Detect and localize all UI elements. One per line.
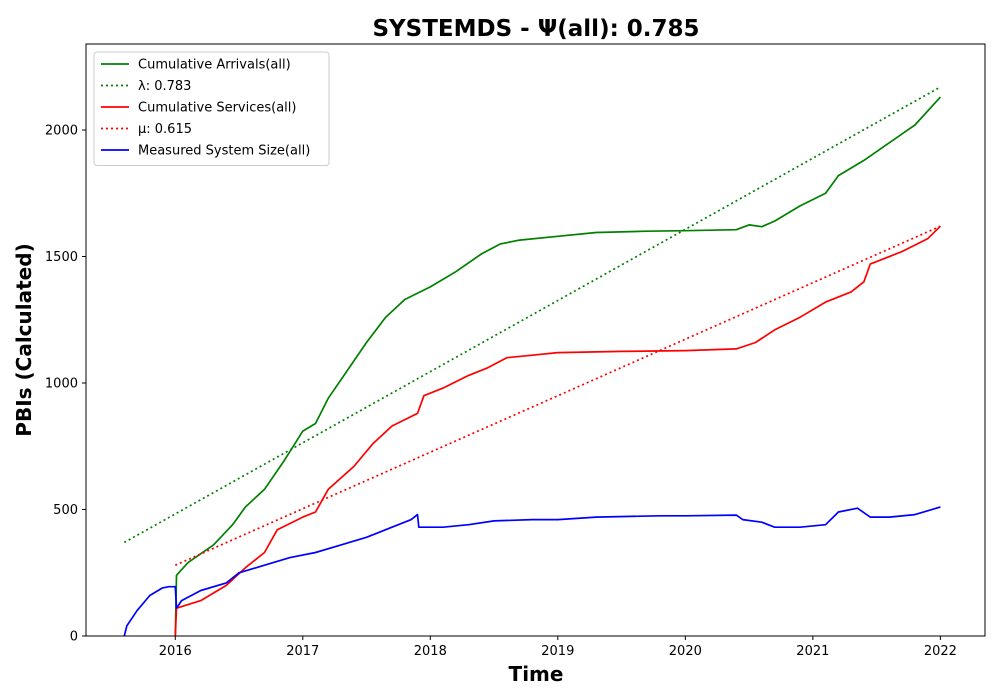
y-tick-label: 2000	[45, 124, 78, 139]
legend-entry: μ: 0.615	[138, 122, 192, 137]
x-tick-label: 2019	[541, 644, 574, 659]
x-tick-label: 2016	[159, 644, 192, 659]
y-tick-label: 1000	[45, 377, 78, 392]
legend-entry: Cumulative Arrivals(all)	[138, 58, 291, 73]
y-tick-label: 500	[53, 503, 78, 518]
x-tick-label: 2018	[414, 644, 447, 659]
x-tick-label: 2021	[796, 644, 829, 659]
y-tick-label: 1500	[45, 250, 78, 265]
x-axis-label: Time	[509, 662, 564, 686]
x-tick-label: 2017	[286, 644, 319, 659]
chart-title: SYSTEMDS - Ψ(all): 0.785	[372, 16, 699, 42]
y-axis-label: PBIs (Calculated)	[12, 243, 36, 436]
x-tick-label: 2020	[669, 644, 702, 659]
y-tick-label: 0	[70, 630, 78, 645]
legend: Cumulative Arrivals(all) λ: 0.783 Cumulati…	[94, 52, 329, 166]
legend-entry: Cumulative Services(all)	[138, 101, 296, 116]
legend-entry: λ: 0.783	[138, 79, 191, 94]
legend-entry: Measured System Size(all)	[138, 144, 310, 159]
x-tick-label: 2022	[924, 644, 957, 659]
